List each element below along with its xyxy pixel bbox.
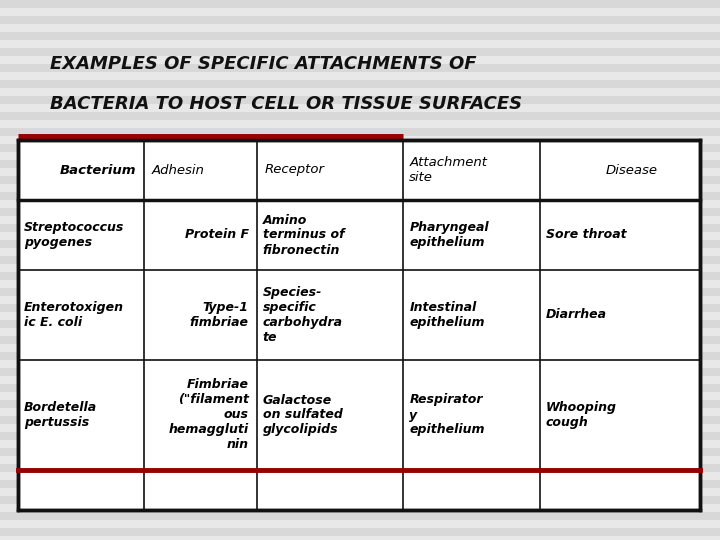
- Bar: [0, 296, 720, 304]
- Bar: [0, 176, 720, 184]
- Text: Species-
specific
carbohydra
te: Species- specific carbohydra te: [263, 286, 343, 344]
- Bar: [0, 256, 720, 264]
- Bar: [0, 56, 720, 64]
- Bar: [0, 88, 720, 96]
- Text: BACTERIA TO HOST CELL OR TISSUE SURFACES: BACTERIA TO HOST CELL OR TISSUE SURFACES: [50, 95, 522, 113]
- Bar: [0, 24, 720, 32]
- Bar: [0, 312, 720, 320]
- Bar: [0, 240, 720, 248]
- Text: Bordetella
pertussis: Bordetella pertussis: [24, 401, 97, 429]
- Bar: [0, 512, 720, 520]
- Bar: [0, 480, 720, 488]
- Bar: [0, 400, 720, 408]
- Bar: [0, 336, 720, 344]
- Bar: [0, 384, 720, 392]
- Bar: [0, 520, 720, 528]
- Bar: [0, 536, 720, 540]
- Bar: [0, 456, 720, 464]
- Text: Protein F: Protein F: [185, 228, 248, 241]
- Bar: [0, 168, 720, 176]
- Bar: [0, 96, 720, 104]
- Bar: [0, 288, 720, 296]
- Bar: [0, 216, 720, 224]
- Bar: [0, 184, 720, 192]
- Bar: [0, 208, 720, 216]
- Bar: [0, 496, 720, 504]
- Text: Fimbriae
("filament
ous
hemaggluti
nin: Fimbriae ("filament ous hemaggluti nin: [168, 379, 248, 451]
- Bar: [0, 144, 720, 152]
- Bar: [0, 448, 720, 456]
- Bar: [0, 16, 720, 24]
- Bar: [0, 488, 720, 496]
- Bar: [0, 344, 720, 352]
- Text: Bacterium: Bacterium: [60, 164, 136, 177]
- Bar: [0, 504, 720, 512]
- Text: Attachment
site: Attachment site: [410, 156, 487, 184]
- Bar: [0, 352, 720, 360]
- Bar: [0, 432, 720, 440]
- Bar: [0, 200, 720, 208]
- Bar: [0, 32, 720, 40]
- Text: Streptococcus
pyogenes: Streptococcus pyogenes: [24, 221, 125, 249]
- Text: Whooping
cough: Whooping cough: [546, 401, 617, 429]
- Text: Disease: Disease: [606, 164, 658, 177]
- Text: Amino
terminus of
fibronectin: Amino terminus of fibronectin: [263, 213, 344, 256]
- Bar: [0, 120, 720, 128]
- Bar: [0, 416, 720, 424]
- Bar: [0, 464, 720, 472]
- Text: Respirator
y
epithelium: Respirator y epithelium: [410, 394, 485, 436]
- Bar: [0, 48, 720, 56]
- Bar: [0, 360, 720, 368]
- Bar: [0, 232, 720, 240]
- Bar: [0, 224, 720, 232]
- Bar: [0, 112, 720, 120]
- Text: Receptor: Receptor: [265, 164, 325, 177]
- Bar: [0, 264, 720, 272]
- Text: EXAMPLES OF SPECIFIC ATTACHMENTS OF: EXAMPLES OF SPECIFIC ATTACHMENTS OF: [50, 55, 477, 73]
- Bar: [0, 424, 720, 432]
- Text: Intestinal
epithelium: Intestinal epithelium: [410, 301, 485, 329]
- Bar: [0, 248, 720, 256]
- Bar: [0, 160, 720, 168]
- Bar: [0, 528, 720, 536]
- Bar: [0, 472, 720, 480]
- Bar: [0, 40, 720, 48]
- Text: Sore throat: Sore throat: [546, 228, 626, 241]
- Text: Type-1
fimbriae: Type-1 fimbriae: [189, 301, 248, 329]
- Bar: [0, 104, 720, 112]
- Bar: [0, 152, 720, 160]
- Bar: [0, 272, 720, 280]
- Bar: [0, 376, 720, 384]
- Bar: [0, 368, 720, 376]
- Bar: [0, 72, 720, 80]
- Bar: [18, 140, 700, 510]
- Text: Pharyngeal
epithelium: Pharyngeal epithelium: [410, 221, 489, 249]
- Text: Galactose
on sulfated
glycolipids: Galactose on sulfated glycolipids: [263, 394, 343, 436]
- Bar: [0, 304, 720, 312]
- Bar: [0, 320, 720, 328]
- Bar: [0, 392, 720, 400]
- Bar: [0, 8, 720, 16]
- Bar: [0, 64, 720, 72]
- Bar: [0, 440, 720, 448]
- Bar: [0, 192, 720, 200]
- Bar: [0, 0, 720, 8]
- Bar: [0, 80, 720, 88]
- Bar: [0, 328, 720, 336]
- Bar: [0, 408, 720, 416]
- Bar: [0, 280, 720, 288]
- Bar: [0, 128, 720, 136]
- Text: Adhesin: Adhesin: [152, 164, 205, 177]
- Bar: [0, 136, 720, 144]
- Text: Diarrhea: Diarrhea: [546, 308, 607, 321]
- Text: Enterotoxigen
ic E. coli: Enterotoxigen ic E. coli: [24, 301, 124, 329]
